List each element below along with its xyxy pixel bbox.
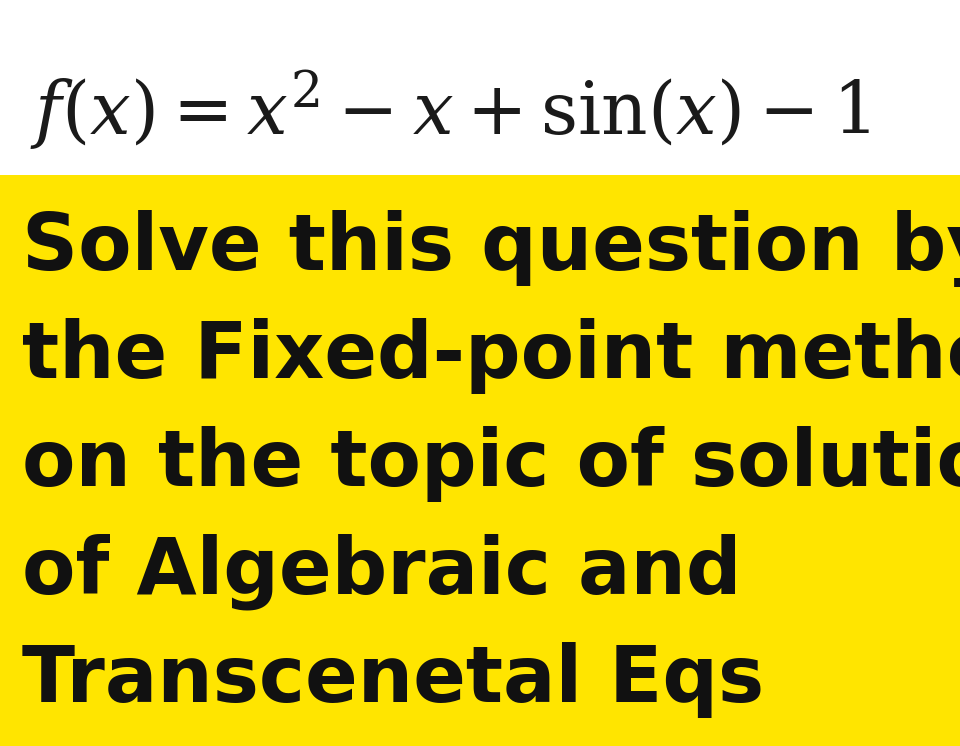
Text: of Algebraic and: of Algebraic and — [22, 534, 741, 610]
Text: Transcenetal Eqs: Transcenetal Eqs — [22, 642, 764, 718]
Text: Solve this question by: Solve this question by — [22, 210, 960, 287]
Bar — [0, 175, 960, 746]
Text: the Fixed-point method: the Fixed-point method — [22, 318, 960, 394]
Text: on the topic of solution: on the topic of solution — [22, 426, 960, 502]
Text: $f(x) = x^2 - x + \sin(x) - 1$: $f(x) = x^2 - x + \sin(x) - 1$ — [30, 68, 870, 152]
Bar — [0, 0, 960, 175]
